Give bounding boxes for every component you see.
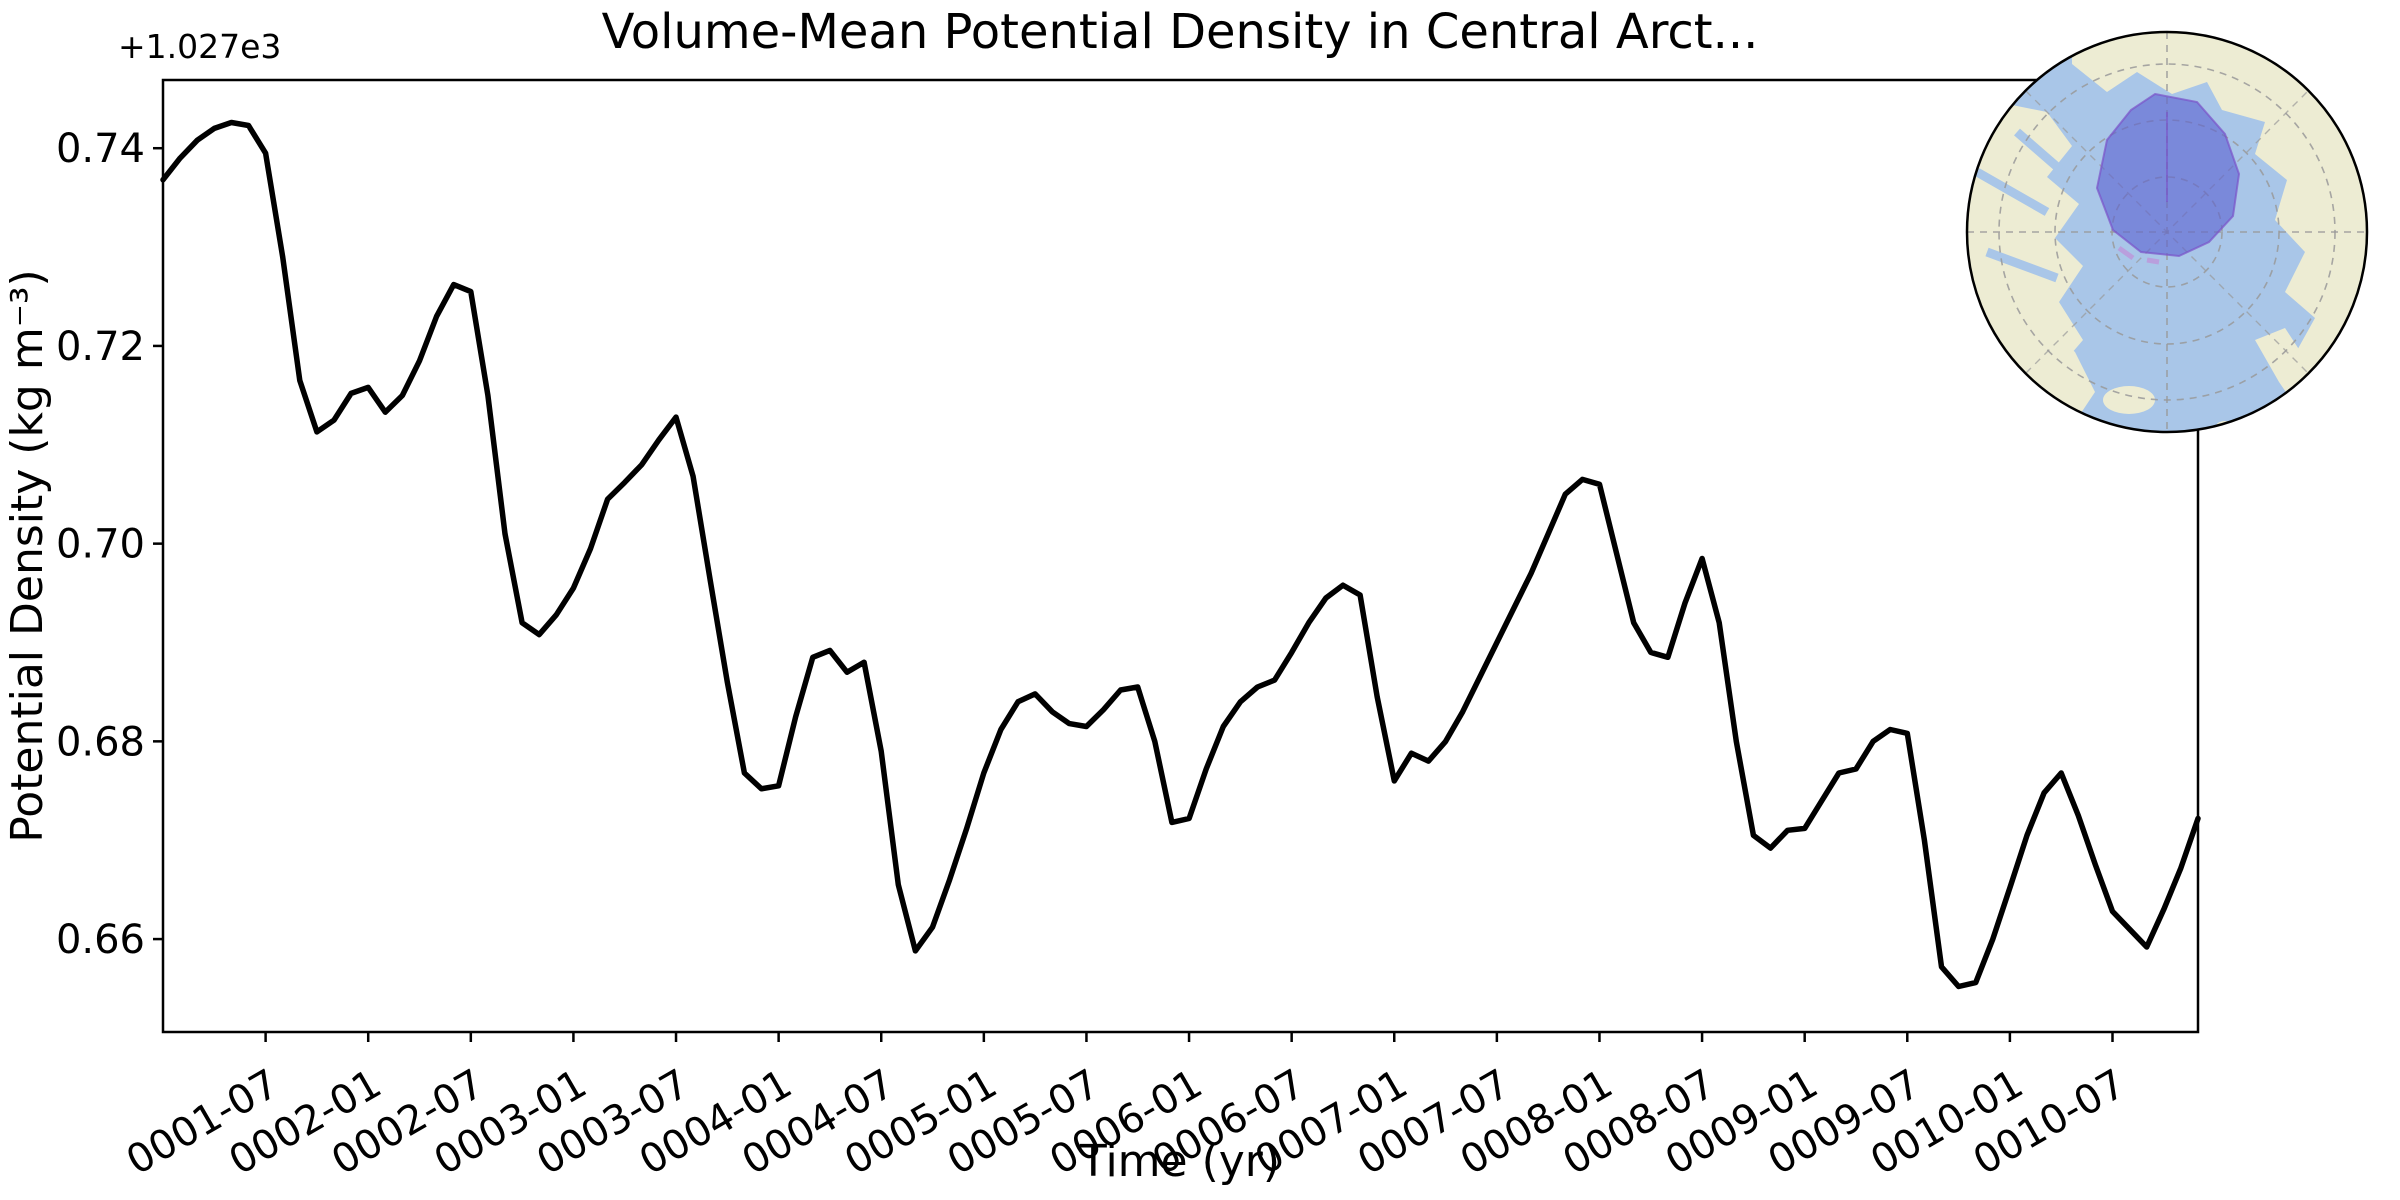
y-tick-label: 0.70 xyxy=(56,522,145,568)
density-time-series-line xyxy=(160,119,2201,990)
y-tick-label: 0.68 xyxy=(56,719,145,765)
y-tick-label: 0.66 xyxy=(56,917,145,963)
inset-map-content xyxy=(1967,32,2367,432)
arctic-inset-map xyxy=(1965,30,2369,434)
y-tick-label: 0.74 xyxy=(56,126,145,172)
y-tick-label: 0.72 xyxy=(56,324,145,370)
y-axis-offset-label: +1.027e3 xyxy=(118,27,281,66)
data-line xyxy=(160,119,2201,990)
plot-border xyxy=(161,78,2200,1034)
y-axis-label: Potential Density (kg m⁻³) xyxy=(2,269,53,842)
chart-title: Volume-Mean Potential Density in Central… xyxy=(602,4,1759,60)
x-axis-label: Time (yr) xyxy=(1079,1136,1280,1187)
inset-map-rim xyxy=(1965,30,2369,434)
y-axis-ticks: 0.66 0.68 0.70 0.72 0.74 xyxy=(56,126,163,963)
